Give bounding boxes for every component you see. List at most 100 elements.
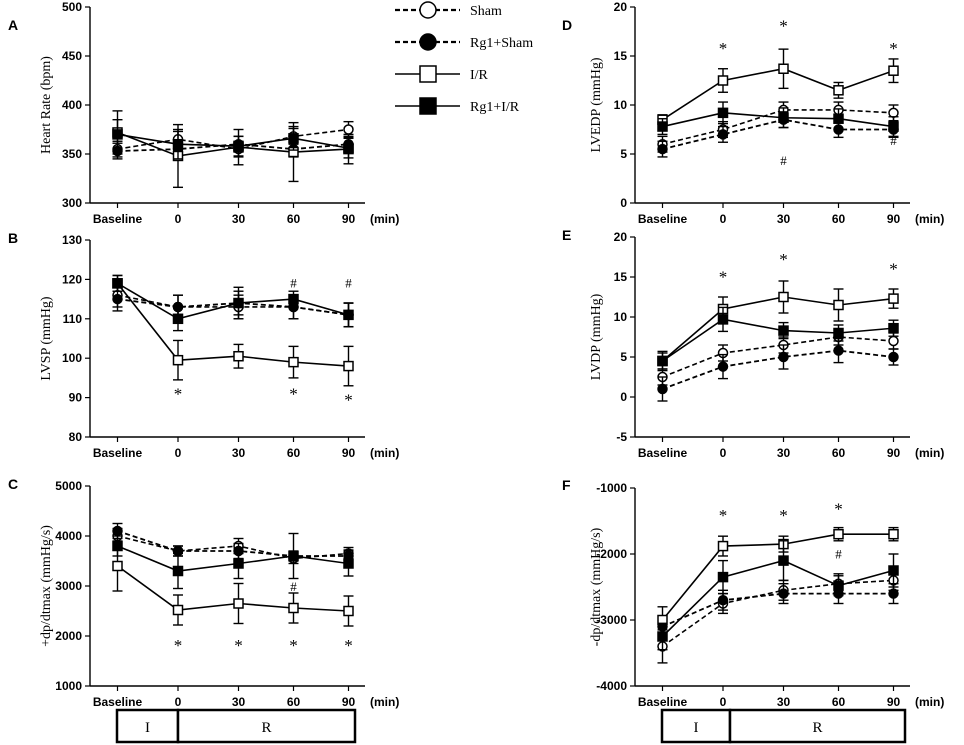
x-tick-label: 60 xyxy=(832,212,846,226)
x-tick-label: 60 xyxy=(287,695,301,709)
data-point xyxy=(233,140,244,152)
data-point xyxy=(833,113,844,124)
series-line xyxy=(662,318,894,362)
chart-panel-e: E -5 0 5 10 15 20 Baseline 0 30 60 90 (min) LVDP (mmH… xyxy=(562,227,944,460)
x-tick-label: Baseline xyxy=(93,212,143,226)
data-point xyxy=(888,588,899,599)
data-point xyxy=(172,604,184,616)
series-line xyxy=(117,545,349,572)
legend-label: Sham xyxy=(470,4,502,19)
x-unit-label: (min) xyxy=(370,695,399,709)
reperfusion-box xyxy=(728,708,907,744)
x-unit-label: (min) xyxy=(915,212,944,226)
data-point xyxy=(833,299,844,311)
legend-marker xyxy=(419,65,437,83)
series-line xyxy=(662,109,894,145)
data-point xyxy=(112,525,123,537)
data-point xyxy=(112,560,123,572)
series-line xyxy=(662,349,894,390)
reperfusion-label: R xyxy=(261,720,271,736)
y-tick-label: 2000 xyxy=(55,629,82,643)
significance-hash: # xyxy=(780,153,787,168)
x-tick-label: 90 xyxy=(887,446,901,460)
series-line xyxy=(661,559,894,638)
legend-marker xyxy=(419,33,437,51)
series-rg1-i-r xyxy=(657,101,899,138)
y-tick-label: 400 xyxy=(62,98,82,112)
series-rg1-i-r xyxy=(112,118,354,160)
y-tick-label: 0 xyxy=(620,390,627,404)
data-point xyxy=(288,356,299,368)
y-tick-label: 5000 xyxy=(55,479,82,493)
series-line xyxy=(117,565,349,612)
data-point xyxy=(172,138,184,150)
x-tick-label: 30 xyxy=(232,446,246,460)
significance-hash: # xyxy=(290,275,297,290)
y-tick-label: 10 xyxy=(614,310,628,324)
legend-label: Rg1+Sham xyxy=(470,36,533,51)
data-point xyxy=(888,322,899,334)
chart-panel-f: F -4000 -3000 -2000 -1000 Baseline 0 30 60 90 (min… xyxy=(562,477,944,709)
series-i-r xyxy=(112,540,354,627)
significance-hash: # xyxy=(835,547,842,562)
legend-marker xyxy=(419,97,437,115)
y-tick-label: 350 xyxy=(62,147,82,161)
data-point xyxy=(657,383,668,395)
significance-hash: # xyxy=(345,275,352,290)
y-axis-title: Heart Rate (bpm) xyxy=(39,56,54,154)
series-line xyxy=(117,535,349,560)
x-tick-label: 0 xyxy=(720,446,727,460)
y-axis-title: LVSP (mmHg) xyxy=(39,296,54,380)
x-tick-label: 60 xyxy=(287,212,301,226)
series-i-r xyxy=(112,110,354,189)
data-point xyxy=(112,129,123,140)
x-tick-label: 30 xyxy=(232,212,246,226)
series-rg1-i-r xyxy=(112,274,354,332)
series-rg1-sham xyxy=(657,337,899,402)
significance-star: * xyxy=(174,385,183,404)
data-point xyxy=(288,550,299,562)
data-point xyxy=(888,335,899,347)
series-rg1-sham xyxy=(657,111,899,158)
y-tick-label: 3000 xyxy=(55,579,82,593)
x-tick-label: 0 xyxy=(720,695,727,709)
reperfusion-box xyxy=(176,708,357,744)
x-tick-label: Baseline xyxy=(638,212,688,226)
data-point xyxy=(717,107,729,119)
panel-letter: D xyxy=(562,17,572,33)
y-tick-label: 120 xyxy=(62,272,82,286)
panel-letter: F xyxy=(562,477,571,493)
data-point xyxy=(288,133,299,144)
chart-panel-a: A 300 350 400 450 500 Baseline 0 30 60 90 (min) Hear… xyxy=(8,0,399,226)
y-tick-label: -5 xyxy=(616,430,627,444)
panel-letter: B xyxy=(8,230,18,246)
data-point xyxy=(343,124,354,135)
significance-star: * xyxy=(779,17,788,36)
x-tick-label: Baseline xyxy=(638,446,688,460)
y-tick-label: 15 xyxy=(614,270,628,284)
y-tick-label: -1000 xyxy=(596,481,627,495)
x-tick-label: 90 xyxy=(342,695,356,709)
data-point xyxy=(888,65,899,76)
data-point xyxy=(833,345,844,356)
data-point xyxy=(343,360,354,372)
data-point xyxy=(657,355,668,367)
series-i-r xyxy=(657,48,899,126)
significance-star: * xyxy=(719,268,728,287)
series-line xyxy=(662,67,894,121)
y-tick-label: 300 xyxy=(62,196,82,210)
significance-star: * xyxy=(344,636,353,655)
data-point xyxy=(833,85,844,96)
series-line xyxy=(662,579,894,648)
series-i-r xyxy=(657,526,899,634)
series-line xyxy=(662,336,894,378)
series-line xyxy=(662,112,894,128)
x-tick-label: 0 xyxy=(175,695,182,709)
panel-letter: A xyxy=(8,17,18,33)
y-tick-label: 130 xyxy=(62,233,82,247)
data-point xyxy=(717,571,729,583)
x-tick-label: 90 xyxy=(342,446,356,460)
legend-item-sham: Sham xyxy=(395,1,502,19)
y-axis-title: LVDP (mmHg) xyxy=(589,293,604,380)
